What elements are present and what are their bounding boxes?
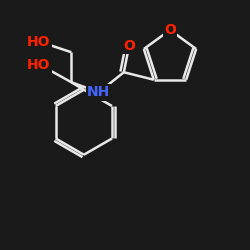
Text: O: O xyxy=(123,39,135,53)
Text: O: O xyxy=(164,23,176,37)
Text: HO: HO xyxy=(27,35,50,49)
Text: HO: HO xyxy=(27,58,50,72)
Text: NH: NH xyxy=(87,85,110,99)
